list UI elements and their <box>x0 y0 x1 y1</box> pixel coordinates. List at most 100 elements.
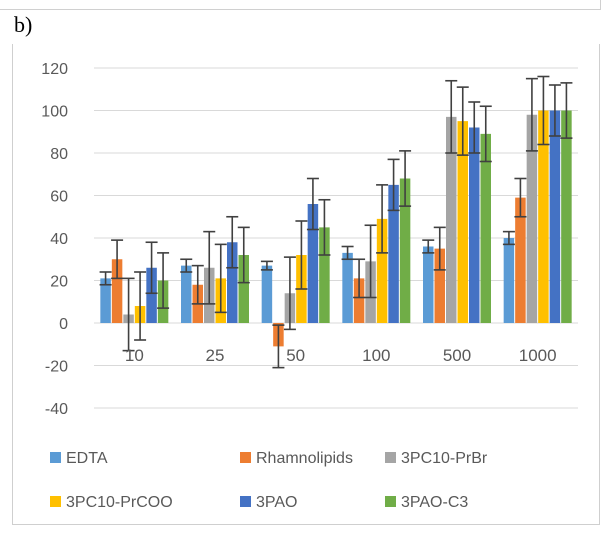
bar <box>146 267 157 323</box>
error-bar <box>364 224 377 299</box>
legend-swatch <box>50 496 61 507</box>
bar <box>181 265 192 323</box>
bar <box>261 265 273 323</box>
legend-swatch <box>385 452 396 463</box>
legend-entry: Rhamnolipids <box>240 450 353 467</box>
y-tick-label: 40 <box>50 231 68 248</box>
legend: EDTA Rhamnolipids 3PC10-PrBr 3PC10-PrCOO 3PA… <box>50 450 488 511</box>
gridlines <box>94 67 578 409</box>
error-bar <box>422 239 435 254</box>
legend-entry: 3PAO <box>240 494 298 511</box>
error-bar <box>272 324 285 369</box>
bar <box>503 238 515 323</box>
legend-swatch <box>385 496 396 507</box>
legend-label: 3PC10-PrBr <box>401 450 488 467</box>
error-bar <box>145 241 158 295</box>
error-bar <box>191 264 204 305</box>
legend-label: 3PC10-PrCOO <box>66 494 173 511</box>
legend-entry: EDTA <box>50 450 108 467</box>
legend-swatch <box>240 496 251 507</box>
bar <box>342 252 353 323</box>
bar <box>388 184 399 323</box>
bar <box>446 116 457 323</box>
error-bar <box>445 79 458 154</box>
error-bar <box>283 256 296 331</box>
error-bar <box>226 215 239 269</box>
error-bar <box>134 271 147 341</box>
bar <box>457 121 468 323</box>
y-tick-label: -40 <box>45 401 68 418</box>
chart-area <box>12 44 600 525</box>
legend-entry: 3PAO-C3 <box>385 494 468 511</box>
error-bar <box>157 252 170 309</box>
error-bar <box>525 77 538 152</box>
error-bar <box>514 177 527 218</box>
error-bar <box>548 84 561 137</box>
bar <box>307 204 319 323</box>
x-tick-label: 100 <box>362 346 390 365</box>
bar <box>227 242 238 323</box>
error-bar <box>306 177 319 231</box>
error-bar <box>502 230 515 246</box>
bar <box>353 278 365 323</box>
bar <box>526 114 538 323</box>
error-bar <box>560 82 573 139</box>
frame-top-edge <box>0 0 601 10</box>
y-tick-label: 100 <box>41 104 68 121</box>
legend-entry: 3PC10-PrCOO <box>50 494 173 511</box>
y-tick-label: 60 <box>50 189 68 206</box>
error-bar <box>214 243 227 314</box>
error-bar <box>537 75 550 146</box>
bar <box>319 227 330 323</box>
legend-entry: 3PC10-PrBr <box>385 450 488 467</box>
y-axis-ticks: -40 -20 0 20 40 60 80 100 120 <box>41 61 68 418</box>
panel-label: b) <box>14 12 33 37</box>
bar <box>423 246 434 323</box>
error-bar <box>260 260 273 271</box>
x-tick-label: 25 <box>206 346 225 365</box>
y-tick-label: 80 <box>50 146 68 163</box>
bar <box>515 197 526 323</box>
bar <box>469 127 480 323</box>
legend-label: Rhamnolipids <box>256 450 353 467</box>
error-bar <box>111 239 124 280</box>
x-tick-label: 10 <box>125 346 144 365</box>
legend-label: 3PAO <box>256 494 298 511</box>
bar <box>561 110 572 323</box>
legend-swatch <box>50 452 61 463</box>
bar <box>100 278 111 323</box>
bar <box>111 259 123 323</box>
x-tick-label: 50 <box>286 346 305 365</box>
legend-label: 3PAO-C3 <box>401 494 468 511</box>
error-bar <box>399 150 412 207</box>
error-bar <box>318 198 331 256</box>
error-bar <box>122 277 135 352</box>
error-bar <box>295 220 308 290</box>
error-bar <box>456 86 469 156</box>
error-bar <box>203 230 216 305</box>
error-bar <box>180 258 193 273</box>
bar <box>399 178 411 323</box>
error-bar <box>99 271 112 286</box>
error-bar <box>353 258 366 299</box>
x-tick-label: 500 <box>443 346 471 365</box>
bar <box>238 255 249 323</box>
y-tick-label: -20 <box>45 359 68 376</box>
error-bar <box>479 105 492 163</box>
error-bar <box>237 226 250 284</box>
bar <box>376 218 388 323</box>
y-tick-label: 20 <box>50 274 68 291</box>
bar <box>480 133 491 323</box>
x-tick-label: 1000 <box>519 346 557 365</box>
bars <box>100 110 572 347</box>
bar <box>549 110 561 323</box>
legend-label: EDTA <box>66 450 108 467</box>
error-bar <box>468 101 481 154</box>
y-tick-label: 0 <box>59 316 68 333</box>
x-axis-ticks: 10 25 50 100 500 1000 <box>125 346 557 365</box>
error-bar <box>433 226 446 271</box>
bar <box>434 248 445 323</box>
error-bar <box>376 184 389 254</box>
error-bar <box>341 245 354 261</box>
